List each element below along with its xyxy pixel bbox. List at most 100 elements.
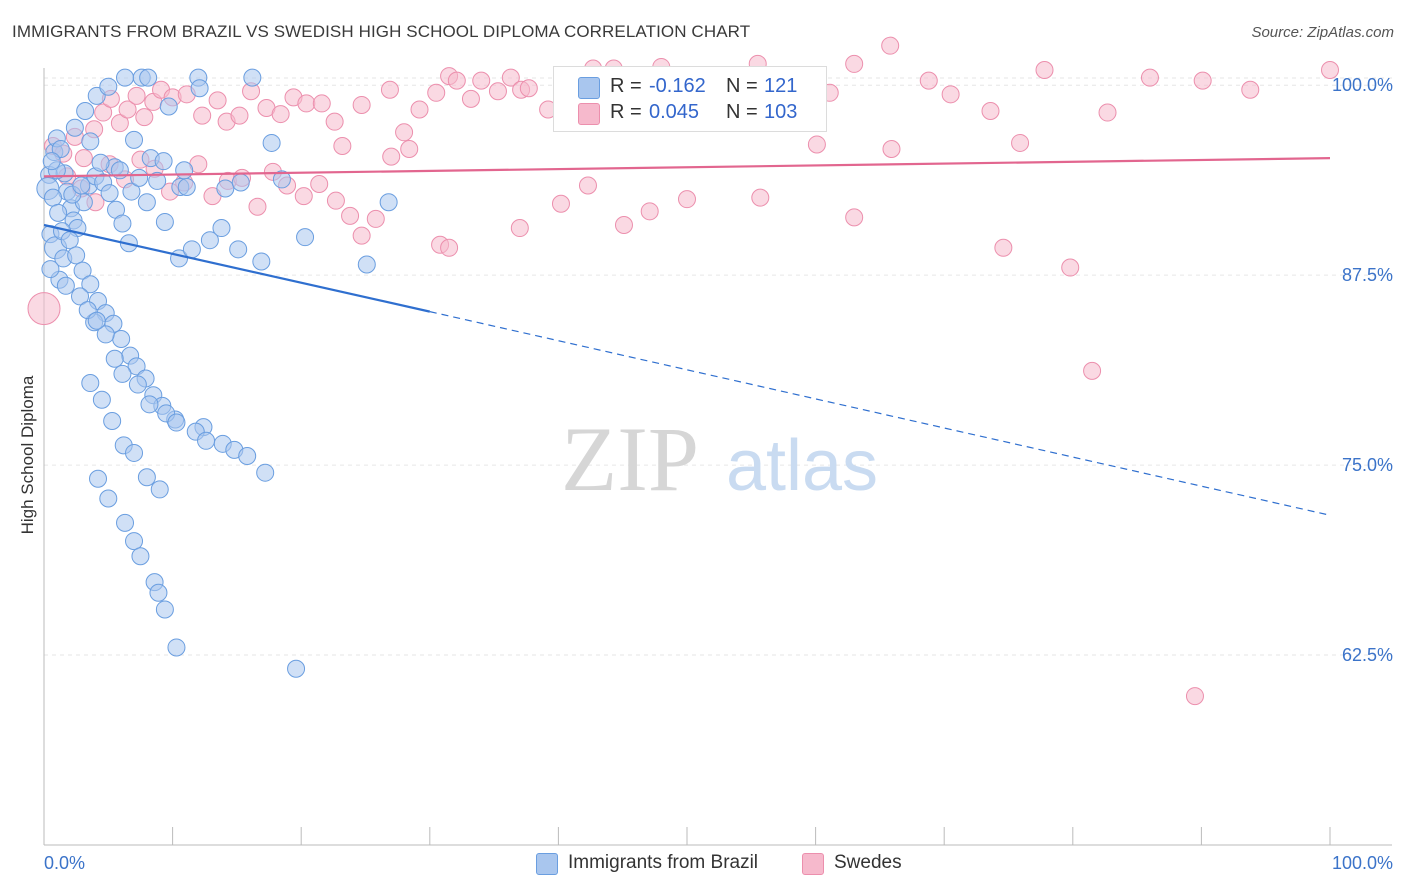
brazil-point	[231, 173, 250, 192]
brazil-point	[99, 489, 118, 508]
y-tick-label: 75.0%	[1342, 455, 1393, 475]
swedes-point	[1185, 687, 1204, 706]
x-tick-label-max: 100.0%	[1332, 853, 1393, 873]
brazil-point	[150, 480, 169, 499]
grid	[44, 77, 1392, 656]
brazil-point	[81, 275, 100, 294]
legend-n-label: N =	[726, 101, 758, 123]
brazil-point	[42, 152, 61, 171]
brazil-point	[379, 193, 398, 212]
swedes-point	[366, 209, 385, 228]
brazil-point	[122, 182, 141, 201]
brazil-point	[167, 638, 186, 657]
correlation-legend: R = -0.162 N = 121 R = 0.045 N = 103	[553, 66, 827, 132]
brazil-point	[131, 547, 150, 566]
brazil-point	[128, 375, 147, 394]
brazil-point	[148, 171, 167, 190]
swedes-point	[807, 135, 826, 154]
brazil-point	[73, 261, 92, 280]
tick-labels: 100.0% 87.5% 75.0% 62.5% 0.0% 100.0%	[44, 75, 1393, 873]
swedes-point	[578, 176, 597, 195]
brazil-point	[238, 446, 257, 465]
brazil-point	[155, 600, 174, 619]
brazil-point	[243, 68, 262, 87]
y-tick-label: 87.5%	[1342, 265, 1393, 285]
brazil-point	[116, 68, 135, 87]
y-tick-label: 62.5%	[1342, 645, 1393, 665]
brazil-point	[92, 390, 111, 409]
swedes-point	[519, 79, 538, 98]
swedes-point	[310, 174, 329, 193]
brazil-point	[96, 325, 115, 344]
swedes-point	[208, 91, 227, 110]
swedes-point	[510, 219, 529, 238]
swedes-point	[472, 71, 491, 90]
brazil-trend-extension	[429, 311, 1331, 516]
brazil-point	[81, 132, 100, 151]
legend-n-label: N =	[726, 75, 758, 97]
swedes-point	[325, 112, 344, 131]
swedes-point	[400, 140, 419, 159]
brazil-point	[105, 349, 124, 368]
swedes-point	[135, 108, 154, 127]
swedes-point	[74, 149, 93, 168]
watermark-atlas: atlas	[726, 426, 878, 506]
brazil-point	[175, 161, 194, 180]
brazil-point	[67, 246, 86, 265]
swedes-point	[461, 89, 480, 108]
brazil-point	[76, 102, 95, 121]
brazil-point	[177, 178, 196, 197]
brazil-point	[137, 193, 156, 212]
swedes-point	[333, 136, 352, 155]
swedes-point	[297, 94, 316, 113]
swedes-point	[501, 68, 520, 87]
brazil-point	[149, 583, 168, 602]
swedes-point	[127, 86, 146, 105]
swedes-point	[193, 106, 212, 125]
swedes-point	[326, 191, 345, 210]
swedes-point	[678, 190, 696, 209]
swedes-point	[230, 106, 249, 125]
swedes-point	[1241, 80, 1260, 99]
swedes-point	[341, 206, 360, 225]
brazil-point	[41, 260, 60, 279]
legend-label-brazil: Immigrants from Brazil	[568, 852, 759, 873]
swedes-point	[382, 147, 401, 166]
brazil-point	[229, 240, 248, 259]
brazil-point	[272, 170, 291, 189]
legend-r-label: R =	[610, 75, 642, 97]
swedes-point	[845, 208, 864, 227]
swedes-point	[427, 83, 446, 102]
legend-r-value: -0.162	[649, 75, 706, 97]
brazil-point	[103, 412, 122, 431]
swedes-point	[614, 216, 633, 234]
legend-n-value: 121	[764, 75, 798, 97]
brazil-point	[216, 179, 235, 198]
brazil-point	[91, 153, 110, 172]
swedes-point	[1321, 61, 1339, 79]
brazil-point	[200, 231, 219, 250]
brazil-point	[89, 469, 108, 488]
brazil-point	[44, 188, 63, 207]
swedes-point	[395, 123, 414, 142]
brazil-point	[167, 413, 186, 432]
brazil-point	[87, 311, 106, 330]
brazil-point	[130, 168, 149, 187]
swedes-point	[440, 238, 459, 257]
brazil-point	[190, 79, 209, 98]
y-tick-label: 100.0%	[1332, 75, 1393, 95]
brazil-point	[113, 364, 132, 383]
brazil-point	[49, 203, 68, 222]
swedes-point	[271, 105, 290, 124]
legend-swatch-blue	[536, 853, 558, 875]
swedes-trend-line	[43, 157, 1331, 178]
swedes-point	[845, 54, 864, 73]
brazil-point	[139, 68, 158, 87]
brazil-point	[212, 219, 231, 238]
brazil-point	[81, 374, 100, 393]
swedes-point	[118, 100, 137, 119]
brazil-point	[99, 77, 118, 96]
swedes-point	[380, 80, 399, 99]
swedes-point	[1011, 133, 1030, 152]
